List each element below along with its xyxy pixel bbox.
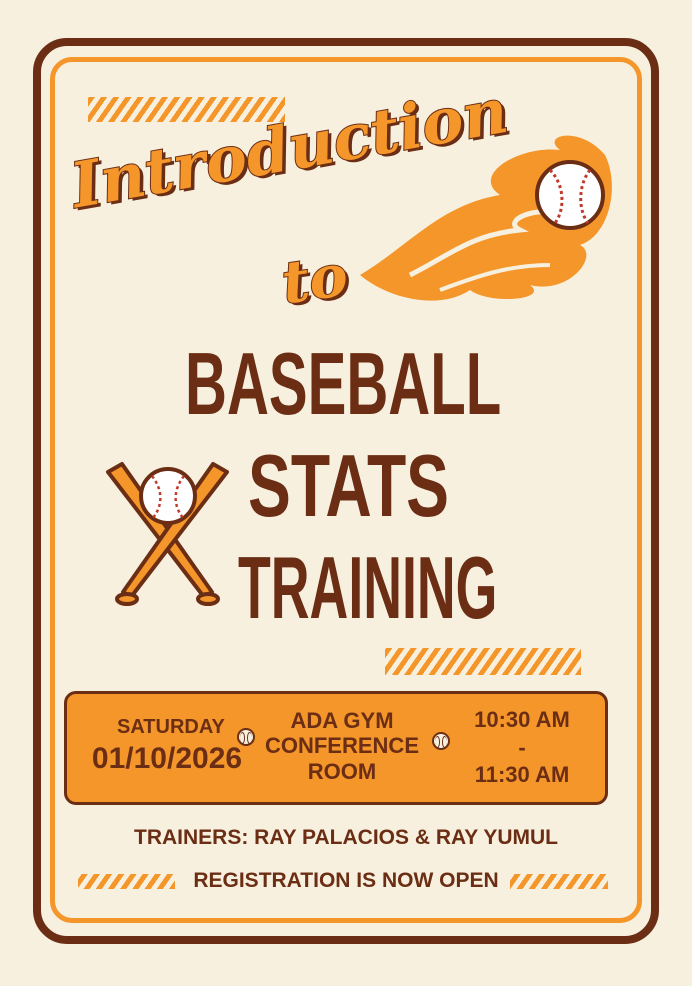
time-end: 11:30 AM <box>474 762 570 787</box>
venue-line-3: ROOM <box>307 758 377 784</box>
time-separator: - <box>518 734 526 760</box>
inner-border <box>50 57 642 923</box>
trainers-text: TRAINERS: RAY PALACIOS & RAY YUMUL <box>134 826 558 849</box>
title-to: to <box>277 240 353 318</box>
stripe-decoration-bottom-right <box>510 874 608 889</box>
event-date: 01/10/2026 <box>91 742 243 775</box>
venue-line-2: CONFERENCE <box>264 733 419 759</box>
baseball-icon <box>432 732 450 750</box>
event-time: 10:30 AM - 11:30 AM <box>457 706 587 789</box>
flaming-baseball-icon <box>360 135 612 301</box>
stripe-decoration-top <box>88 97 285 122</box>
registration-text: REGISTRATION IS NOW OPEN <box>193 869 499 892</box>
headline-training: TRAINING <box>238 538 498 637</box>
event-info-box: SATURDAY 01/10/2026 ADA GYM CONFERENCE R… <box>64 691 608 805</box>
stripe-decoration-bottom-left <box>78 874 175 889</box>
outer-border <box>33 38 659 944</box>
stripe-decoration-middle <box>385 648 581 675</box>
crossed-bats-baseball-icon <box>106 462 229 606</box>
headline-stats: STATS <box>248 436 450 535</box>
headline-baseball: BASEBALL <box>185 334 502 433</box>
event-day: SATURDAY <box>117 716 225 738</box>
time-start: 10:30 AM <box>474 707 570 732</box>
baseball-icon <box>237 728 255 746</box>
event-venue: ADA GYM CONFERENCE ROOM <box>262 708 422 784</box>
venue-line-1: ADA GYM <box>290 708 394 733</box>
